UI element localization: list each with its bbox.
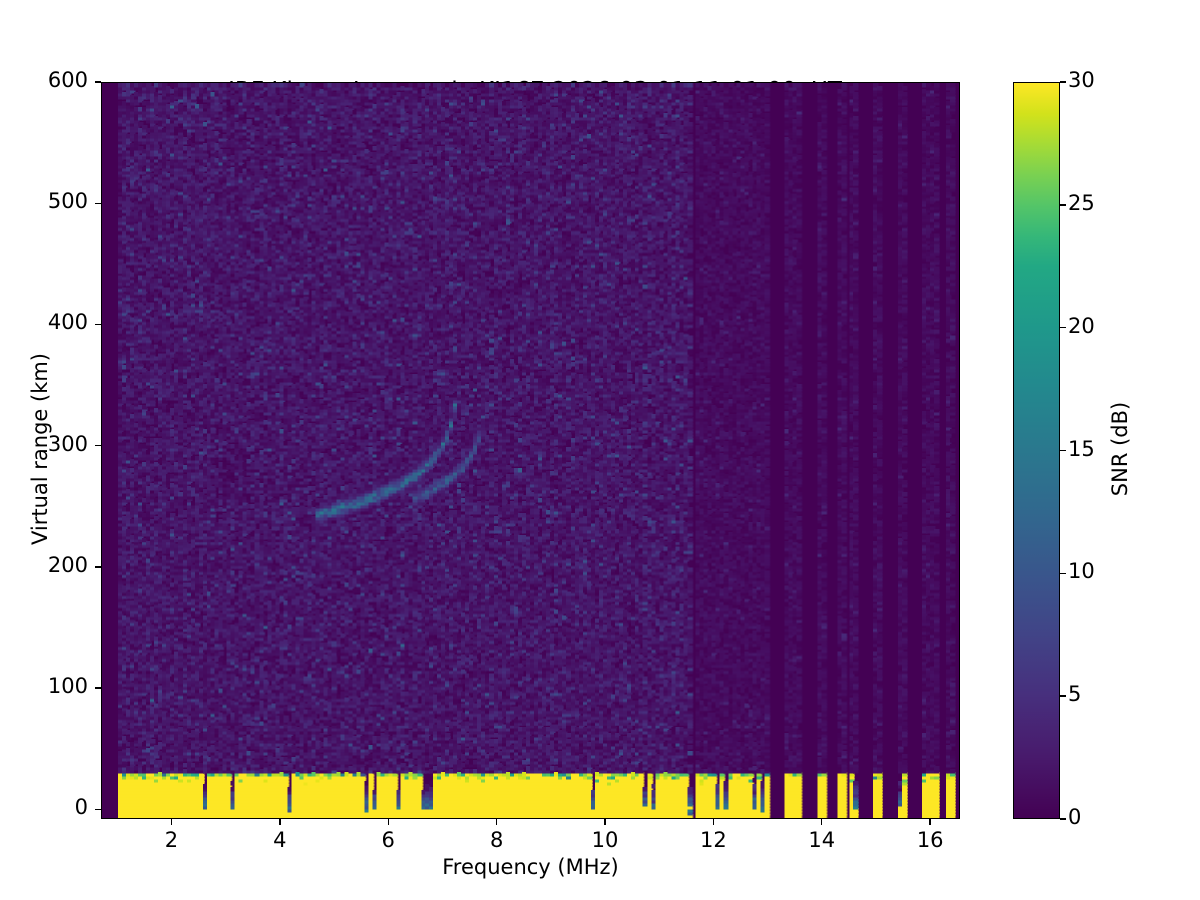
x-tick-label: 12 (700, 828, 727, 852)
x-tick-label: 8 (489, 828, 504, 852)
colorbar-tick-mark (1060, 695, 1066, 697)
x-tick-mark (495, 819, 498, 825)
y-tick-mark (95, 323, 101, 326)
y-tick-mark (95, 444, 101, 447)
y-tick-label: 300 (47, 431, 88, 456)
colorbar-container (1013, 82, 1060, 819)
ionogram-heatmap (102, 83, 959, 818)
y-tick-mark (95, 202, 101, 204)
colorbar-tick-mark (1060, 449, 1066, 452)
y-tick-mark (95, 687, 101, 689)
y-tick-label: 100 (47, 674, 88, 699)
colorbar-tick-label: 0 (1068, 805, 1082, 829)
x-tick-mark (712, 819, 715, 825)
x-tick-mark (387, 819, 389, 825)
x-tick-label: 4 (273, 828, 287, 852)
colorbar-tick-label: 25 (1068, 190, 1095, 215)
colorbar-tick-label: 20 (1068, 313, 1095, 338)
colorbar-tick-label: 5 (1068, 682, 1082, 707)
x-tick-mark (821, 819, 823, 825)
x-tick-mark (604, 819, 606, 825)
colorbar-tick-mark (1060, 326, 1066, 329)
colorbar-tick-mark (1060, 81, 1066, 83)
y-tick-mark (95, 81, 101, 83)
x-tick-label: 10 (591, 828, 619, 852)
colorbar-tick-label: 10 (1068, 559, 1095, 584)
y-tick-label: 600 (47, 68, 88, 92)
y-tick-label: 400 (47, 310, 88, 335)
x-tick-label: 2 (164, 828, 179, 852)
x-axis-label: Frequency (MHz) (442, 855, 619, 879)
x-tick-mark (279, 819, 281, 825)
colorbar-tick-mark (1060, 818, 1066, 820)
colorbar-tick-mark (1060, 204, 1066, 206)
y-tick-label: 500 (47, 189, 88, 214)
colorbar-gradient (1013, 82, 1060, 819)
y-tick-label: 0 (74, 795, 88, 820)
colorbar-tick-mark (1060, 572, 1066, 575)
y-tick-mark (95, 566, 101, 568)
colorbar-tick-label: 15 (1068, 436, 1095, 461)
y-tick-mark (95, 808, 101, 810)
x-tick-mark (170, 819, 173, 825)
plot-area (101, 82, 960, 819)
x-tick-label: 14 (808, 828, 836, 852)
x-tick-label: 16 (916, 828, 944, 852)
colorbar-label: SNR (dB) (1108, 401, 1132, 497)
y-tick-label: 200 (47, 552, 88, 577)
x-tick-label: 6 (381, 828, 395, 852)
colorbar-tick-label: 30 (1068, 68, 1095, 92)
x-tick-mark (929, 819, 931, 825)
